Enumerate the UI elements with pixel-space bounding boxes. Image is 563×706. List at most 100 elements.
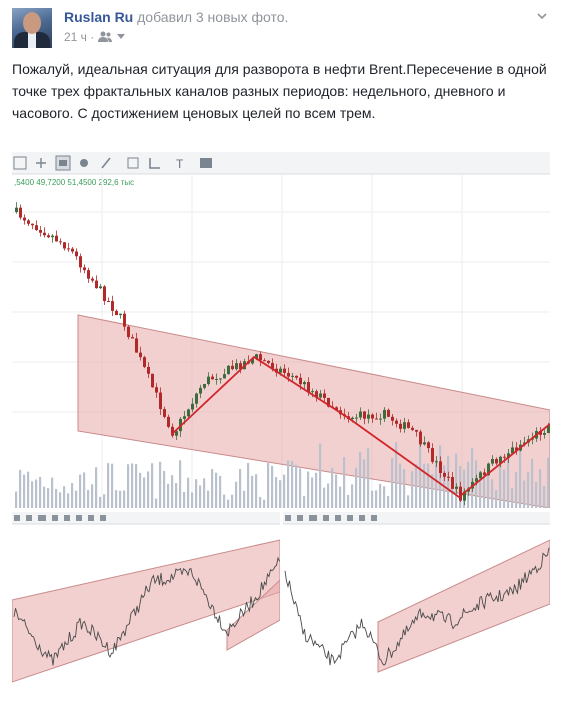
volume-bar (251, 475, 254, 508)
volume-bar (299, 468, 302, 508)
volume-bar (215, 472, 218, 508)
volume-bar (279, 480, 282, 508)
candle (495, 457, 498, 466)
volume-bar (539, 469, 542, 508)
candle (311, 388, 314, 398)
candle (115, 309, 118, 316)
volume-bar (131, 463, 134, 508)
volume-bar (375, 490, 378, 508)
candle (59, 238, 62, 245)
volume-bar (207, 490, 210, 508)
volume-bar (391, 458, 394, 508)
volume-bar (99, 496, 102, 508)
volume-bar (203, 478, 206, 508)
candle (87, 267, 90, 283)
volume-bar (303, 495, 306, 508)
chart-toolbar (12, 152, 550, 174)
volume-bar (223, 494, 226, 508)
volume-bar (19, 469, 22, 508)
candle (395, 418, 398, 428)
volume-bar (15, 491, 18, 508)
volume-bar (503, 469, 506, 508)
author-avatar[interactable] (12, 8, 52, 48)
photo-main-chart[interactable]: T ,5400 49,7200 51,4500 292,6 тыс (12, 152, 550, 508)
photo-bottom-left-chart[interactable] (12, 512, 280, 692)
volume-bar (447, 455, 450, 508)
candle (43, 227, 46, 238)
post-time[interactable]: 21 ч (64, 29, 87, 44)
candle (103, 285, 106, 305)
volume-bar (219, 475, 222, 508)
photo-bottom-right-chart[interactable] (283, 512, 550, 692)
volume-bar (195, 479, 198, 508)
friends-icon[interactable] (97, 31, 114, 43)
volume-bar (287, 460, 290, 508)
volume-bar (419, 443, 422, 508)
candle (315, 389, 318, 402)
author-name[interactable]: Ruslan Ru (64, 9, 134, 25)
candle (403, 417, 406, 433)
volume-bar (511, 488, 514, 508)
chevron-down-icon[interactable] (536, 10, 548, 22)
volume-bar (35, 479, 38, 508)
candle (515, 442, 518, 455)
candle (191, 398, 194, 413)
candle (171, 423, 174, 438)
candle (47, 233, 50, 239)
candle (399, 419, 402, 433)
volume-bar (247, 462, 250, 508)
volume-bar (523, 480, 526, 508)
dropdown-caret-icon[interactable] (116, 33, 125, 40)
volume-bar (543, 486, 546, 508)
candle (363, 410, 366, 425)
candle (379, 413, 382, 425)
volume-bars (15, 442, 550, 508)
candle (99, 283, 102, 290)
candle (387, 408, 390, 418)
candle (95, 275, 98, 289)
candle (383, 407, 386, 423)
candle (75, 248, 78, 260)
ohlc-readout: ,5400 49,7200 51,4500 292,6 тыс (14, 178, 134, 187)
candle (235, 359, 238, 371)
volume-bar (339, 486, 342, 508)
volume-bar (451, 485, 454, 508)
volume-bar (271, 465, 274, 508)
candle (163, 406, 166, 419)
candle (19, 204, 22, 220)
volume-bar (91, 484, 94, 508)
volume-bar (411, 471, 414, 508)
volume-bar (171, 475, 174, 508)
volume-bar (275, 477, 278, 508)
volume-bar (227, 499, 230, 508)
candle (123, 310, 126, 331)
volume-bar (491, 479, 494, 508)
volume-bar (331, 467, 334, 508)
candle (203, 383, 206, 390)
volume-bar (455, 453, 458, 508)
candle (79, 253, 82, 273)
candle (147, 362, 150, 378)
volume-bar (147, 471, 150, 508)
candle (39, 225, 42, 237)
candle (127, 325, 130, 340)
candle (155, 383, 158, 398)
volume-bar (467, 461, 470, 508)
svg-text:T: T (176, 157, 184, 171)
volume-bar (111, 463, 114, 508)
post-header: Ruslan Ru добавил 3 новых фото. 21 ч · (12, 8, 552, 48)
post-action: добавил 3 новых фото. (137, 9, 289, 25)
volume-bar (319, 443, 322, 508)
volume-bar (155, 498, 158, 508)
candle (35, 220, 38, 231)
trend-zigzag (171, 355, 550, 499)
volume-bar (79, 474, 82, 508)
volume-bar (355, 467, 358, 508)
volume-bar (87, 489, 90, 508)
chart-toolbar-icons[interactable]: T (13, 155, 212, 171)
candle (71, 246, 74, 254)
volume-bar (47, 488, 50, 508)
volume-bar (123, 490, 126, 508)
volume-bar (399, 463, 402, 508)
volume-bar (51, 477, 54, 508)
